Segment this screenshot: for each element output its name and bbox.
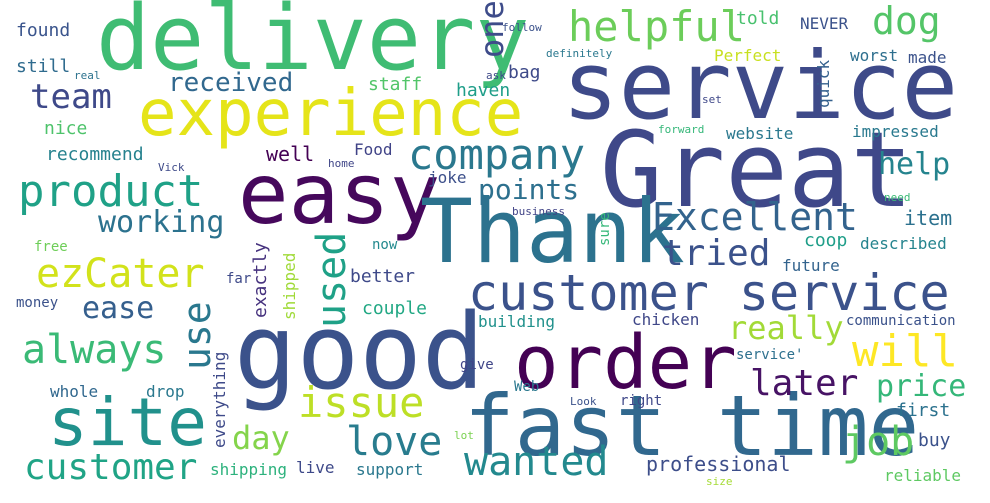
word-described: described xyxy=(860,234,947,253)
word-home: home xyxy=(328,157,355,170)
word-communication: communication xyxy=(846,313,956,329)
word-thank: Thank xyxy=(420,180,685,283)
word-support: support xyxy=(356,460,424,479)
word-well: well xyxy=(266,142,315,166)
word-always: always xyxy=(22,327,167,373)
word-building: building xyxy=(478,312,556,331)
word-forward: forward xyxy=(658,123,705,136)
word-definitely: definitely xyxy=(546,47,613,60)
word-joke: joke xyxy=(428,168,467,187)
word-customer-service: customer service xyxy=(468,264,950,322)
word-later: later xyxy=(750,363,859,404)
word-sure: sure xyxy=(597,212,613,246)
word-real: real xyxy=(74,69,101,82)
word-future: future xyxy=(782,256,840,275)
word-ease: ease xyxy=(82,291,155,326)
word-better: better xyxy=(350,266,416,287)
word-look: Look xyxy=(570,395,597,408)
word-buy: buy xyxy=(918,430,951,451)
word-exactly: exactly xyxy=(250,242,271,318)
word-will: will xyxy=(852,326,958,377)
word-customer: customer xyxy=(24,447,198,488)
word-professional: professional xyxy=(646,452,791,476)
word-money: money xyxy=(16,295,59,311)
word-helpful: helpful xyxy=(568,2,746,51)
word-service-quote: service' xyxy=(736,347,804,363)
word-used: used xyxy=(309,231,355,328)
word-easy: easy xyxy=(238,145,441,243)
word-help: help xyxy=(878,147,951,182)
word-chicken: chicken xyxy=(632,310,700,329)
word-received: received xyxy=(168,68,294,98)
word-product: product xyxy=(18,166,204,217)
word-coop: coop xyxy=(804,230,848,251)
word-web: Web xyxy=(514,379,540,395)
word-set: set xyxy=(702,93,722,106)
word-found: found xyxy=(16,20,71,41)
word-excellent: Excellent xyxy=(652,195,858,239)
word-shipping: shipping xyxy=(210,460,288,479)
word-still: still xyxy=(16,56,71,77)
word-first: first xyxy=(896,400,951,421)
word-experience: experience xyxy=(138,77,524,151)
word-follow: follow xyxy=(502,21,542,34)
word-haven: haven xyxy=(456,80,511,101)
word-perfect: Perfect xyxy=(714,46,782,65)
word-whole: whole xyxy=(50,382,99,401)
word-nice: nice xyxy=(44,118,88,139)
word-company: company xyxy=(408,130,586,179)
word-really: really xyxy=(728,309,844,347)
word-need: need xyxy=(884,191,911,204)
word-now: now xyxy=(372,237,398,253)
word-staff: staff xyxy=(368,74,423,95)
word-ask: ask xyxy=(486,69,506,82)
word-price: price xyxy=(876,369,967,404)
word-vick: Vick xyxy=(158,161,185,174)
word-reliable: reliable xyxy=(884,466,962,485)
word-never: NEVER xyxy=(800,14,849,33)
word-love: love xyxy=(346,419,443,465)
word-worst: worst xyxy=(850,46,899,65)
word-free: free xyxy=(34,239,68,255)
word-delivery: delivery xyxy=(96,0,530,91)
word-points: points xyxy=(478,173,580,206)
word-order: order xyxy=(514,320,737,406)
word-far: far xyxy=(226,271,252,287)
word-good: good xyxy=(234,291,485,413)
word-ezcater: ezCater xyxy=(36,251,205,297)
word-right: right xyxy=(620,393,663,409)
word-item: item xyxy=(904,206,953,230)
word-issue: issue xyxy=(298,378,425,427)
word-give: give xyxy=(460,357,494,373)
word-drop: drop xyxy=(146,382,185,401)
word-made: made xyxy=(908,48,947,67)
word-bag: bag xyxy=(508,62,541,83)
word-everything: everything xyxy=(210,351,229,448)
word-wanted: wanted xyxy=(464,439,609,485)
word-tried: tried xyxy=(662,233,771,274)
word-recommend: recommend xyxy=(46,144,144,165)
word-shipped: shipped xyxy=(280,252,299,320)
word-day: day xyxy=(232,419,290,457)
word-size: size xyxy=(706,475,733,488)
word-impressed: impressed xyxy=(852,122,939,141)
word-couple: couple xyxy=(362,298,428,319)
word-job: job xyxy=(842,419,915,465)
word-great: Great xyxy=(600,109,914,231)
word-website: website xyxy=(726,124,794,143)
word-working: working xyxy=(98,205,225,240)
word-fast-time: fast time xyxy=(464,377,920,475)
word-lot: lot xyxy=(454,429,474,442)
word-business: business xyxy=(512,205,565,218)
word-food: Food xyxy=(354,140,393,159)
word-live: live xyxy=(296,458,335,477)
word-quick: quick xyxy=(814,59,833,108)
word-site: site xyxy=(48,384,207,461)
word-service: service xyxy=(562,32,959,141)
word-told: told xyxy=(736,8,780,29)
word-dog: dog xyxy=(872,0,941,43)
word-team: team xyxy=(30,77,112,117)
